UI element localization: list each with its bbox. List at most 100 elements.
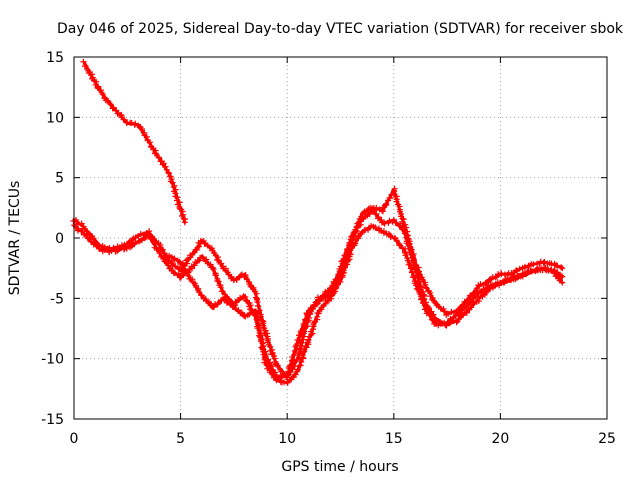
data-point bbox=[429, 317, 436, 324]
data-point bbox=[135, 238, 142, 245]
x-tick-label: 15 bbox=[385, 431, 403, 447]
y-tick-label: 10 bbox=[46, 110, 64, 126]
data-point bbox=[165, 262, 172, 269]
data-point bbox=[132, 239, 139, 246]
data-point bbox=[407, 265, 414, 272]
data-point bbox=[497, 279, 504, 286]
y-tick-label: -15 bbox=[41, 412, 64, 428]
data-point bbox=[482, 289, 489, 296]
data-point bbox=[169, 179, 176, 186]
data-point bbox=[348, 233, 355, 240]
data-point bbox=[535, 266, 542, 273]
y-tick-label: 0 bbox=[55, 231, 64, 247]
axis-ticks: 0 5 10 15 20 25 -15 -10 -5 0 5 10 15 bbox=[41, 50, 616, 447]
data-point bbox=[242, 294, 249, 301]
data-point bbox=[235, 307, 242, 314]
data-point bbox=[198, 292, 205, 299]
data-point bbox=[255, 302, 262, 309]
data-point bbox=[146, 139, 153, 146]
data-point bbox=[212, 272, 219, 279]
data-point bbox=[214, 300, 221, 307]
data-point bbox=[293, 342, 300, 349]
data-point bbox=[123, 245, 130, 252]
data-point bbox=[393, 219, 400, 226]
data-point bbox=[315, 310, 322, 317]
data-point bbox=[214, 277, 221, 284]
data-point bbox=[410, 274, 417, 281]
y-tick-label: 5 bbox=[55, 171, 64, 187]
data-point bbox=[445, 310, 452, 317]
data-point bbox=[305, 336, 312, 343]
data-point bbox=[165, 170, 172, 177]
data-point bbox=[215, 257, 222, 264]
data-point bbox=[270, 374, 277, 381]
data-point bbox=[160, 160, 167, 167]
series-track-d bbox=[166, 223, 566, 386]
data-point bbox=[207, 261, 214, 268]
data-point bbox=[306, 308, 313, 315]
data-point bbox=[171, 270, 178, 277]
data-point bbox=[225, 271, 232, 278]
data-point bbox=[191, 262, 198, 269]
data-point bbox=[78, 220, 85, 227]
data-point bbox=[298, 339, 305, 346]
y-tick-label: 15 bbox=[46, 50, 64, 66]
data-point bbox=[284, 379, 291, 386]
data-point bbox=[515, 272, 522, 279]
data-point bbox=[378, 207, 385, 214]
data-point bbox=[402, 221, 409, 228]
data-point bbox=[143, 133, 150, 140]
data-point bbox=[312, 299, 319, 306]
series-track-a bbox=[80, 58, 188, 226]
data-point bbox=[352, 226, 359, 233]
data-point bbox=[101, 247, 108, 254]
data-point bbox=[467, 292, 474, 299]
data-point bbox=[299, 352, 306, 359]
data-point bbox=[184, 256, 191, 263]
data-point bbox=[372, 224, 379, 231]
data-point bbox=[179, 211, 186, 218]
data-point bbox=[156, 250, 163, 257]
data-point bbox=[113, 107, 120, 114]
series-track-b bbox=[70, 185, 566, 379]
data-point bbox=[138, 126, 145, 133]
data-point bbox=[441, 308, 448, 315]
data-point bbox=[181, 268, 188, 275]
data-point bbox=[247, 306, 254, 313]
data-point bbox=[114, 110, 121, 117]
data-point bbox=[371, 207, 378, 214]
data-point bbox=[246, 303, 253, 310]
data-point bbox=[287, 362, 294, 369]
data-point bbox=[93, 78, 100, 85]
data-point bbox=[382, 201, 389, 208]
data-point bbox=[346, 249, 353, 256]
data-point bbox=[559, 273, 566, 280]
data-point bbox=[361, 227, 368, 234]
data-point bbox=[160, 254, 167, 261]
data-point bbox=[366, 211, 373, 218]
x-tick-label: 5 bbox=[176, 431, 185, 447]
data-point bbox=[185, 272, 192, 279]
data-point bbox=[381, 220, 388, 227]
data-point bbox=[457, 310, 464, 317]
data-point bbox=[128, 119, 135, 126]
y-tick-label: -10 bbox=[41, 352, 64, 368]
x-axis-label: GPS time / hours bbox=[281, 459, 398, 475]
x-tick-label: 10 bbox=[278, 431, 296, 447]
data-point bbox=[397, 242, 404, 249]
data-point bbox=[217, 284, 224, 291]
chart-title: Day 046 of 2025, Sidereal Day-to-day VTE… bbox=[57, 21, 624, 37]
data-point bbox=[146, 232, 153, 239]
data-point bbox=[327, 295, 334, 302]
data-point bbox=[413, 285, 420, 292]
data-point bbox=[120, 116, 127, 123]
data-point bbox=[344, 246, 351, 253]
data-point bbox=[502, 275, 509, 282]
data-point bbox=[393, 237, 400, 244]
data-point bbox=[171, 182, 178, 189]
data-point bbox=[257, 313, 264, 320]
data-point bbox=[259, 340, 266, 347]
data-point bbox=[261, 359, 268, 366]
data-point bbox=[209, 264, 216, 271]
